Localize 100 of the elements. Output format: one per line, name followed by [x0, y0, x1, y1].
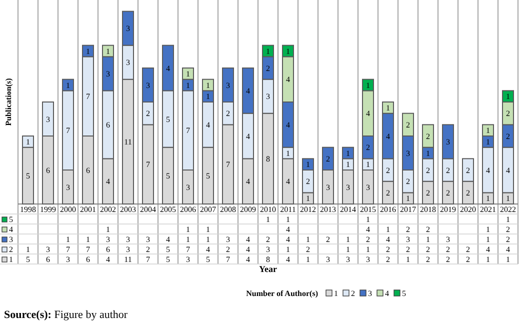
- data-label: 1: [346, 235, 350, 244]
- data-label: 1: [86, 235, 90, 244]
- data-label: 2: [446, 245, 450, 254]
- data-label: 3: [66, 255, 70, 264]
- data-label: 3: [266, 245, 270, 254]
- data-label: 2: [306, 245, 310, 254]
- text: 1: [486, 194, 490, 204]
- text: 1: [334, 289, 338, 298]
- x-tick-label: 2020: [460, 205, 476, 214]
- x-tick-label: 2012: [300, 205, 316, 214]
- text: 7: [86, 92, 90, 102]
- text: 5: [26, 171, 30, 180]
- text: 2: [406, 120, 410, 130]
- text: 2: [426, 132, 430, 141]
- x-tick-label: 2016: [380, 205, 396, 214]
- text: 4: [506, 166, 510, 175]
- data-label: 11: [124, 255, 132, 264]
- x-tick-label: 2006: [180, 205, 196, 214]
- text: 3: [126, 58, 130, 68]
- text: 1: [306, 194, 310, 204]
- legend-title: Number of Author(s): [246, 289, 318, 298]
- data-label: 1: [306, 235, 310, 244]
- data-label: 3: [106, 235, 110, 244]
- data-label: 4: [206, 245, 210, 254]
- data-label: 1: [66, 235, 70, 244]
- data-label: 2: [426, 245, 430, 254]
- data-label: 3: [406, 235, 410, 244]
- data-label: 1: [426, 235, 430, 244]
- text: 1: [506, 92, 510, 102]
- data-label: 7: [226, 255, 230, 264]
- data-label: 2: [226, 245, 230, 254]
- text: 3: [346, 182, 350, 192]
- text: 3: [406, 148, 410, 158]
- data-label: 3: [366, 255, 370, 264]
- data-label: 2: [266, 235, 270, 244]
- data-label: 7: [66, 245, 70, 254]
- data-label: 2: [146, 245, 150, 254]
- text: 5: [166, 171, 170, 180]
- data-label: 1: [366, 245, 370, 254]
- text: 4: [246, 177, 250, 186]
- text: 3: [326, 182, 330, 192]
- x-tick-label: 2013: [320, 205, 336, 214]
- data-label: 1: [506, 255, 510, 264]
- data-label: 1: [486, 255, 490, 264]
- text: 2: [386, 188, 390, 198]
- text: 2: [266, 64, 270, 73]
- data-label: 1: [506, 215, 510, 224]
- text: 2: [306, 177, 310, 186]
- text: 1: [346, 160, 350, 170]
- data-label: 1: [406, 255, 410, 264]
- text: 3: [226, 80, 230, 90]
- data-label: 7: [146, 255, 150, 264]
- data-label: 4: [246, 235, 250, 244]
- data-label: 1: [366, 215, 370, 224]
- text: 2: [466, 188, 470, 198]
- text: 3: [106, 69, 110, 78]
- data-label: 4: [246, 245, 250, 254]
- text: 3: [146, 80, 150, 90]
- data-label: 5: [26, 255, 30, 264]
- text: 1: [406, 194, 410, 204]
- data-label: 4: [106, 255, 110, 264]
- x-tick-label: 2018: [420, 205, 436, 214]
- text: 2: [226, 109, 230, 118]
- text: 1: [66, 80, 70, 90]
- data-label: 4: [486, 245, 490, 254]
- x-tick-label: 2001: [80, 205, 96, 214]
- text: 1: [186, 80, 190, 90]
- data-label: 1: [106, 225, 110, 234]
- data-label: 4: [366, 225, 370, 234]
- text: 1: [366, 80, 370, 90]
- data-label: 2: [326, 235, 330, 244]
- data-label: 1: [26, 245, 30, 254]
- text: 4: [286, 177, 290, 186]
- data-label: 4: [246, 255, 250, 264]
- x-tick-label: 1998: [20, 205, 36, 214]
- source-note: Source(s): Figure by author: [4, 309, 128, 321]
- y-axis-title: Publication(s): [4, 78, 13, 126]
- data-label: 3: [186, 255, 190, 264]
- data-label: 1: [306, 255, 310, 264]
- data-label: 3: [226, 235, 230, 244]
- data-label: 4: [286, 255, 290, 264]
- data-label: 6: [106, 245, 110, 254]
- x-tick-label: 2015: [360, 205, 376, 214]
- data-label: 2: [466, 245, 470, 254]
- x-tick-label: 2011: [280, 205, 296, 214]
- text: 4: [246, 86, 250, 96]
- data-label: 3: [326, 255, 330, 264]
- text: 4: [286, 120, 290, 130]
- text: 11: [124, 137, 132, 146]
- data-label: 3: [46, 245, 50, 254]
- text: 7: [226, 160, 230, 170]
- data-label: 3: [146, 235, 150, 244]
- text: 3: [368, 289, 372, 298]
- x-tick-label: 2005: [160, 205, 176, 214]
- data-label: 1: [486, 225, 490, 234]
- data-label: 2: [406, 245, 410, 254]
- data-label: 6: [46, 255, 50, 264]
- text: 3: [126, 24, 130, 34]
- data-label: 2: [386, 245, 390, 254]
- data-label: 1: [346, 245, 350, 254]
